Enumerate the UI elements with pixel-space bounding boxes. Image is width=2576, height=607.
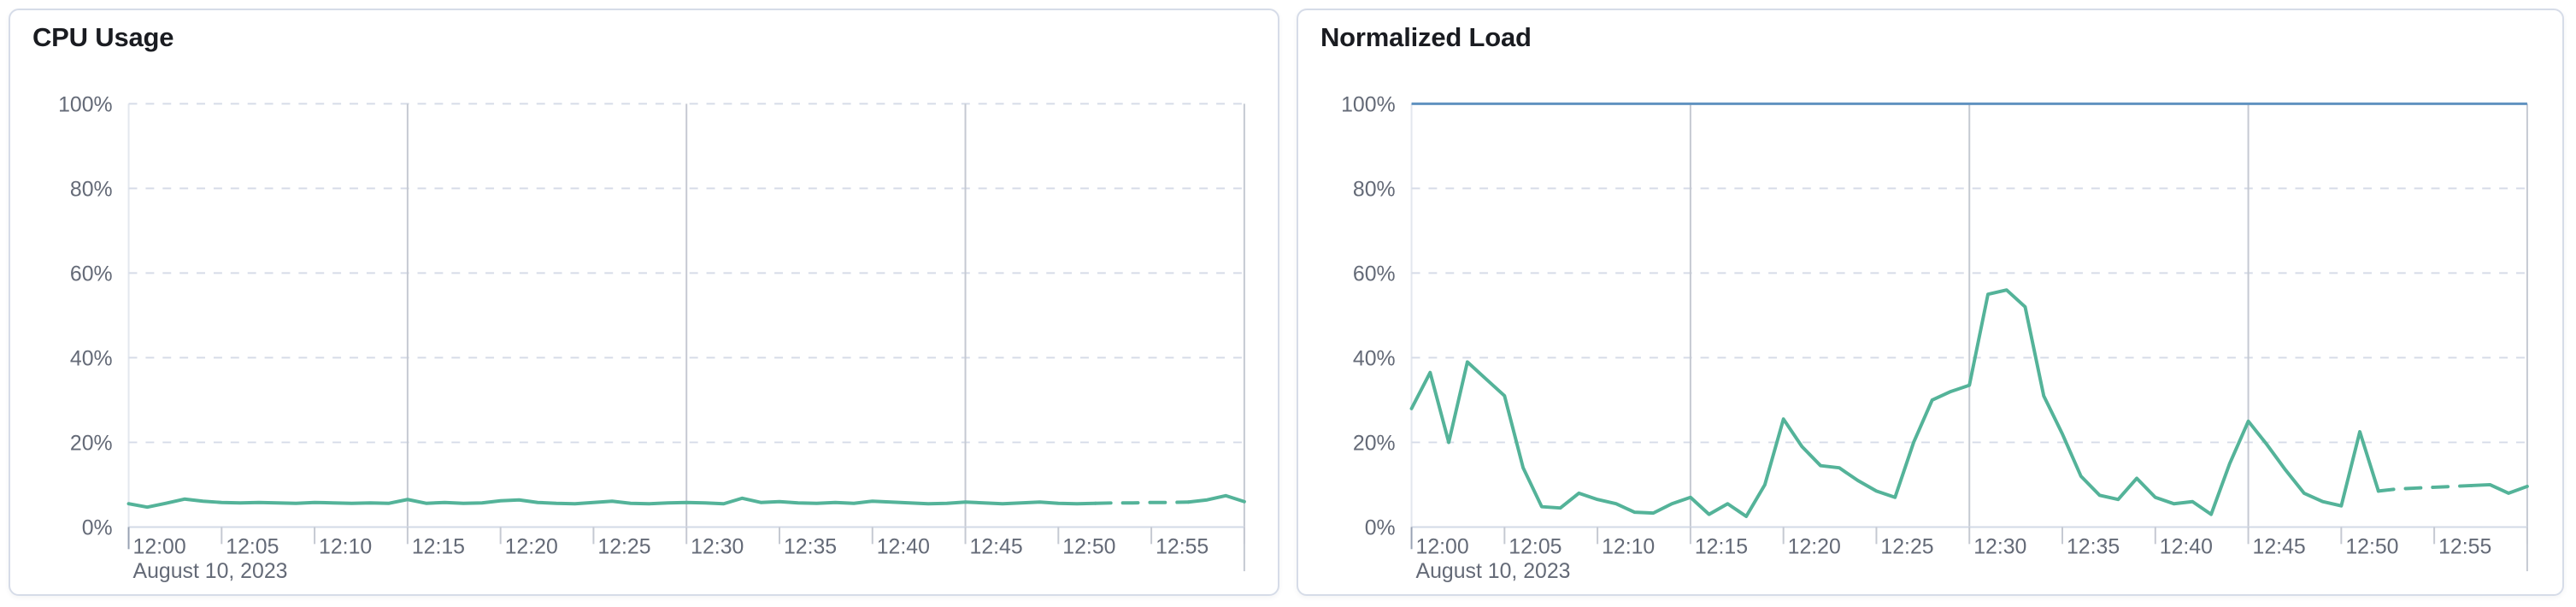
y-tick-label-40: 40% <box>1353 347 1396 370</box>
x-tick-label-12:05: 12:05 <box>1509 535 1561 558</box>
normalized-load-line-dashed <box>2376 483 2473 493</box>
cpu-usage-chart[interactable]: 0% 20% 40% 60% 80% 100% 12:00 12:05 12:10 12:15 12… <box>10 10 1278 594</box>
x-tick-label-12:45: 12:45 <box>2253 535 2306 558</box>
x-tick-label-12:20: 12:20 <box>1788 535 1841 558</box>
cpu-usage-title: CPU Usage <box>32 22 174 52</box>
y-tick-label-80: 80% <box>1353 178 1396 201</box>
x-tick-label-12:25: 12:25 <box>597 535 650 558</box>
x-tick-label-12:05: 12:05 <box>226 535 279 558</box>
y-tick-label-80: 80% <box>70 178 113 201</box>
x-axis-date-label: August 10, 2023 <box>1416 560 1571 583</box>
x-tick-label-12:00: 12:00 <box>1416 535 1469 558</box>
normalized-load-chart[interactable]: 0% 20% 40% 60% 80% 100% 12:00 12:05 12:10 12:15 12… <box>1298 10 2562 594</box>
y-tick-label-60: 60% <box>70 262 113 286</box>
cpu-usage-line-dashed <box>1093 500 1191 505</box>
y-tick-label-20: 20% <box>70 432 113 455</box>
x-tick-label-12:50: 12:50 <box>2345 535 2398 558</box>
cpu-usage-panel: CPU Usage 0% 20% 40% 60% 80% 100% 12:00 12:05 12… <box>9 9 1279 596</box>
normalized-load-panel: Normalized Load 0% 20% 40% 60% 80% 100% 12:00 1… <box>1297 9 2564 596</box>
x-tick-label-12:45: 12:45 <box>970 535 1023 558</box>
y-tick-label-0: 0% <box>82 516 113 539</box>
y-tick-label-20: 20% <box>1353 432 1396 455</box>
x-tick-label-12:40: 12:40 <box>877 535 930 558</box>
x-tick-label-12:10: 12:10 <box>319 535 372 558</box>
x-tick-label-12:50: 12:50 <box>1062 535 1115 558</box>
normalized-load-title: Normalized Load <box>1320 22 1532 52</box>
x-tick-label-12:30: 12:30 <box>691 535 744 558</box>
y-tick-label-100: 100% <box>58 93 113 116</box>
x-tick-label-12:40: 12:40 <box>2160 535 2213 558</box>
x-tick-label-12:30: 12:30 <box>1973 535 2026 558</box>
x-tick-label-12:35: 12:35 <box>2067 535 2120 558</box>
y-tick-label-40: 40% <box>70 347 113 370</box>
x-tick-label-12:20: 12:20 <box>505 535 558 558</box>
cpu-usage-line-tail <box>1186 493 1246 504</box>
x-tick-label-12:10: 12:10 <box>1602 535 1655 558</box>
y-tick-label-0: 0% <box>1365 516 1396 539</box>
x-tick-label-12:00: 12:00 <box>133 535 186 558</box>
x-tick-label-12:35: 12:35 <box>784 535 837 558</box>
x-tick-label-12:55: 12:55 <box>1156 535 1209 558</box>
y-tick-label-100: 100% <box>1341 93 1396 116</box>
cpu-usage-line-solid <box>126 496 1097 510</box>
x-axis-date-label: August 10, 2023 <box>133 560 288 583</box>
normalized-load-line-tail <box>2469 482 2529 495</box>
x-tick-label-12:55: 12:55 <box>2438 535 2491 558</box>
x-tick-label-12:25: 12:25 <box>1880 535 1933 558</box>
x-tick-label-12:15: 12:15 <box>412 535 465 558</box>
x-tick-label-12:15: 12:15 <box>1695 535 1748 558</box>
y-tick-label-60: 60% <box>1353 262 1396 286</box>
normalized-load-line-solid <box>1409 288 2380 519</box>
